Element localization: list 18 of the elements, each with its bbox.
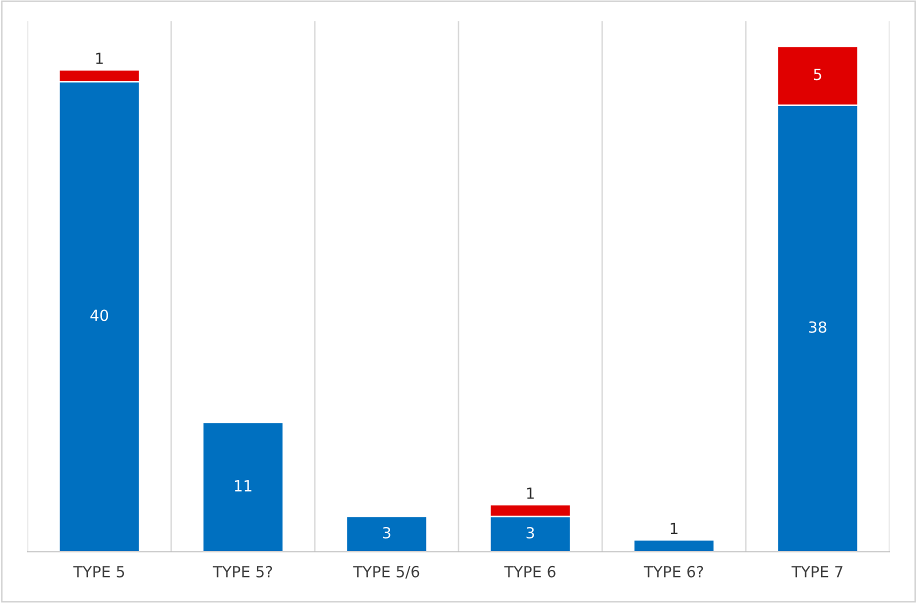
x-tick-label: TYPE 6? <box>644 566 704 578</box>
x-tick-label: TYPE 7 <box>792 566 842 578</box>
data-label: 38 <box>809 321 826 333</box>
x-tick-label: TYPE 5? <box>212 566 272 578</box>
data-label: 1 <box>670 522 678 534</box>
data-label: 5 <box>814 68 822 80</box>
x-tick-label: TYPE 5/6 <box>353 566 420 579</box>
x-tick-label: TYPE 6 <box>504 566 556 578</box>
bar <box>633 539 715 552</box>
data-label: 3 <box>382 526 390 539</box>
data-label: 1 <box>527 488 534 499</box>
bar <box>346 516 428 552</box>
data-label: 3 <box>526 526 534 539</box>
bar <box>202 422 284 552</box>
x-tick-label: TYPE 5 <box>73 566 124 578</box>
data-label: 1 <box>96 52 103 64</box>
data-label: 40 <box>90 310 108 322</box>
data-label: 11 <box>234 480 252 492</box>
